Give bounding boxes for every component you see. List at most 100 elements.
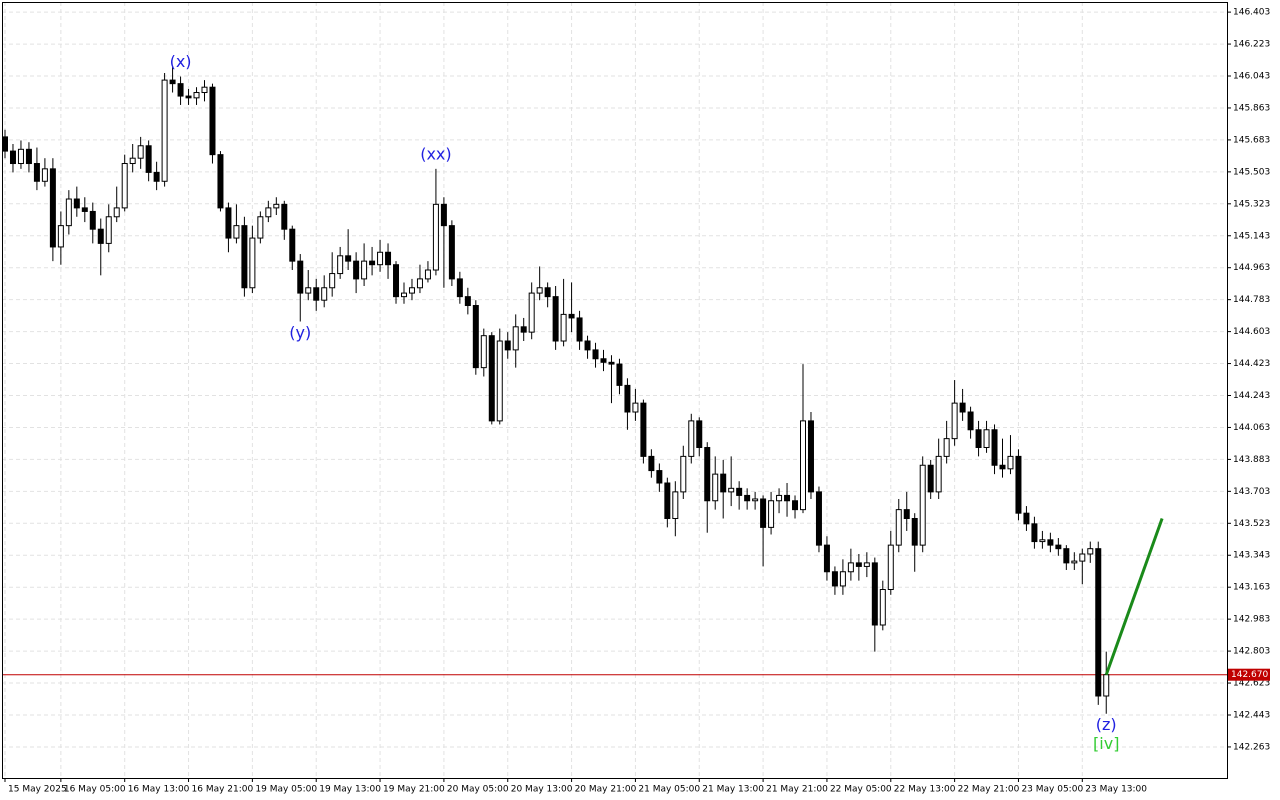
candle-body	[911, 518, 918, 546]
candle-body	[401, 292, 407, 298]
candle-body	[696, 420, 703, 449]
candle-body	[265, 207, 272, 218]
candle-body	[776, 494, 783, 502]
y-tick-label: 143.343	[1233, 551, 1270, 561]
candle-body	[927, 464, 934, 493]
candle-body	[1079, 553, 1086, 562]
candle-body	[41, 168, 48, 182]
candle-body	[991, 429, 998, 466]
y-tick-label: 144.963	[1233, 263, 1270, 273]
candle-body	[720, 473, 727, 493]
candle-body	[664, 482, 671, 520]
candle-body	[25, 148, 32, 165]
candle-body	[353, 260, 360, 280]
candle-body	[89, 210, 96, 230]
candle-body	[249, 237, 256, 289]
candle-body	[153, 171, 160, 182]
y-tick-label: 145.503	[1233, 167, 1270, 177]
candle-body	[161, 79, 168, 182]
candle-body	[281, 203, 288, 230]
candle-body	[640, 402, 647, 457]
candle-body	[448, 225, 455, 280]
candle-body	[464, 296, 471, 307]
candle-body	[345, 255, 352, 262]
candle-body	[297, 260, 304, 294]
candle-body	[624, 384, 631, 413]
candle-body	[496, 340, 503, 422]
candle-body	[520, 326, 527, 333]
x-tick-label: 15 May 2025	[8, 785, 67, 795]
current-price-label: 142.670	[1231, 670, 1268, 680]
candle-body	[831, 571, 838, 587]
candle-body	[480, 335, 487, 369]
candle-body	[951, 402, 958, 440]
candle-body	[321, 287, 328, 301]
x-tick-label: 16 May 13:00	[128, 785, 190, 795]
x-tick-label: 21 May 21:00	[766, 785, 828, 795]
candle-body	[752, 498, 759, 502]
wave-label: [iv]	[1093, 734, 1119, 753]
candle-body	[672, 491, 679, 520]
candle-body	[959, 402, 966, 413]
candle-body	[488, 335, 495, 422]
candle-body	[648, 455, 655, 472]
candle-body	[855, 562, 862, 567]
candle-body	[17, 148, 24, 165]
candle-body	[975, 429, 982, 449]
candle-body	[1063, 548, 1070, 564]
candle-body	[105, 216, 112, 244]
wave-label: (z)	[1096, 715, 1117, 734]
y-tick-label: 145.863	[1233, 103, 1270, 113]
candle-body	[760, 498, 767, 528]
x-tick-label: 23 May 05:00	[1021, 785, 1083, 795]
candle-body	[169, 79, 176, 85]
candle-body	[424, 269, 431, 280]
candle-body	[361, 260, 368, 280]
candle-body	[823, 544, 830, 573]
candle-body	[408, 287, 415, 294]
current-price-tag	[1228, 668, 1270, 681]
x-tick-label: 19 May 05:00	[255, 785, 317, 795]
candle-body	[632, 402, 639, 413]
x-tick-label: 23 May 13:00	[1085, 785, 1147, 795]
plot-frame	[2, 2, 1228, 779]
candle-body	[784, 494, 791, 502]
candle-body	[1007, 455, 1014, 470]
y-tick-label: 143.163	[1233, 583, 1270, 593]
candle-body	[592, 349, 599, 360]
candle-body	[744, 494, 751, 502]
candle-body	[815, 491, 822, 546]
candle-body	[967, 411, 974, 431]
candle-body	[9, 150, 16, 165]
candle-body	[736, 487, 743, 496]
y-tick-label: 145.143	[1233, 231, 1270, 241]
x-tick-label: 16 May 05:00	[64, 785, 126, 795]
candle-body	[656, 470, 663, 484]
x-tick-label: 22 May 21:00	[958, 785, 1020, 795]
candle-body	[512, 326, 519, 351]
candle-body	[201, 86, 208, 94]
x-tick-label: 19 May 21:00	[383, 785, 445, 795]
candle-body	[225, 207, 232, 239]
candle-body	[177, 83, 184, 97]
candle-body	[568, 313, 575, 319]
candle-body	[33, 163, 40, 182]
y-tick-label: 142.623	[1233, 679, 1270, 689]
x-tick-label: 20 May 21:00	[575, 785, 637, 795]
candle-body	[879, 589, 886, 626]
y-tick-label: 142.263	[1233, 742, 1270, 752]
candle-body	[768, 500, 775, 528]
candle-body	[129, 157, 136, 165]
candle-body	[1095, 548, 1102, 697]
candle-body	[792, 500, 799, 511]
x-tick-label: 20 May 13:00	[511, 785, 573, 795]
candle-body	[871, 562, 878, 626]
candle-body	[113, 207, 120, 218]
candle-body	[193, 92, 200, 99]
y-tick-label: 146.223	[1233, 40, 1270, 50]
candle-body	[1023, 512, 1030, 525]
candle-body	[313, 287, 320, 301]
y-tick-label: 145.683	[1233, 135, 1270, 145]
